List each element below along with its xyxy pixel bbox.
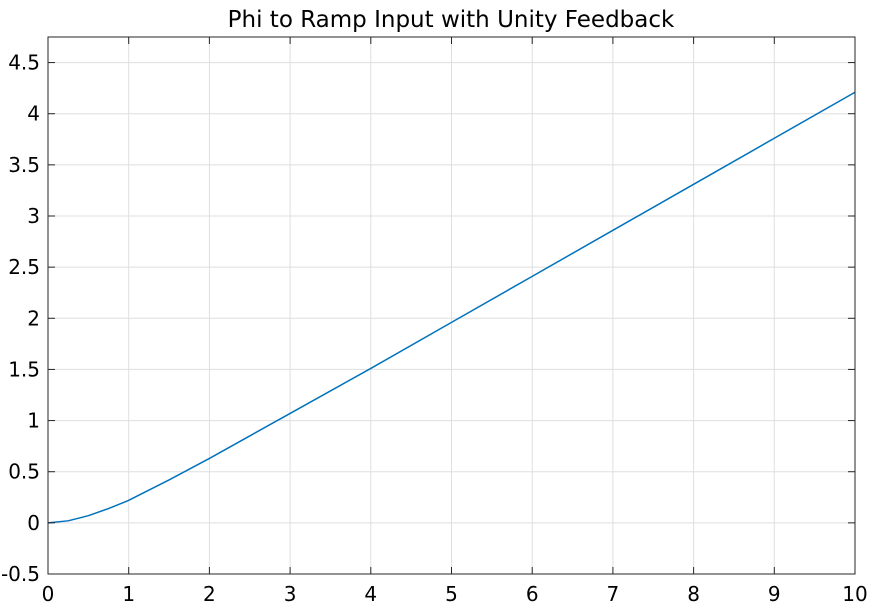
- y-tick-label: 0: [27, 511, 40, 535]
- axes: [47, 36, 856, 575]
- y-tick-label: 0.5: [8, 460, 40, 484]
- y-tick-label: 1.5: [8, 357, 40, 381]
- y-tick-label: 2: [27, 306, 40, 330]
- x-tick-label: 6: [526, 582, 539, 606]
- y-tick-label: 1: [27, 409, 40, 433]
- grid: [48, 37, 855, 575]
- chart-title: Phi to Ramp Input with Unity Feedback: [228, 7, 675, 33]
- x-tick-label: 10: [842, 582, 867, 606]
- x-tick-label: 3: [284, 582, 297, 606]
- tick-labels: 0 1 2 3 4 5 6 7 8 9 10-0.500.511.522.533.544.5: [1, 51, 868, 606]
- y-tick-label: -0.5: [1, 562, 40, 586]
- x-tick-label: 0: [42, 582, 55, 606]
- x-tick-label: 2: [203, 582, 216, 606]
- x-tick-label: 5: [445, 582, 458, 606]
- x-tick-label: 4: [364, 582, 377, 606]
- series-layer: [47, 91, 856, 524]
- x-tick-label: 8: [687, 582, 700, 606]
- x-tick-label: 1: [122, 582, 135, 606]
- y-tick-label: 3.5: [8, 153, 40, 177]
- y-tick-label: 3: [27, 204, 40, 228]
- series-line: [47, 91, 856, 524]
- y-tick-label: 4.5: [8, 51, 40, 75]
- y-tick-label: 2.5: [8, 255, 40, 279]
- y-tick-label: 4: [27, 102, 40, 126]
- x-tick-label: 9: [768, 582, 781, 606]
- x-tick-label: 7: [607, 582, 620, 606]
